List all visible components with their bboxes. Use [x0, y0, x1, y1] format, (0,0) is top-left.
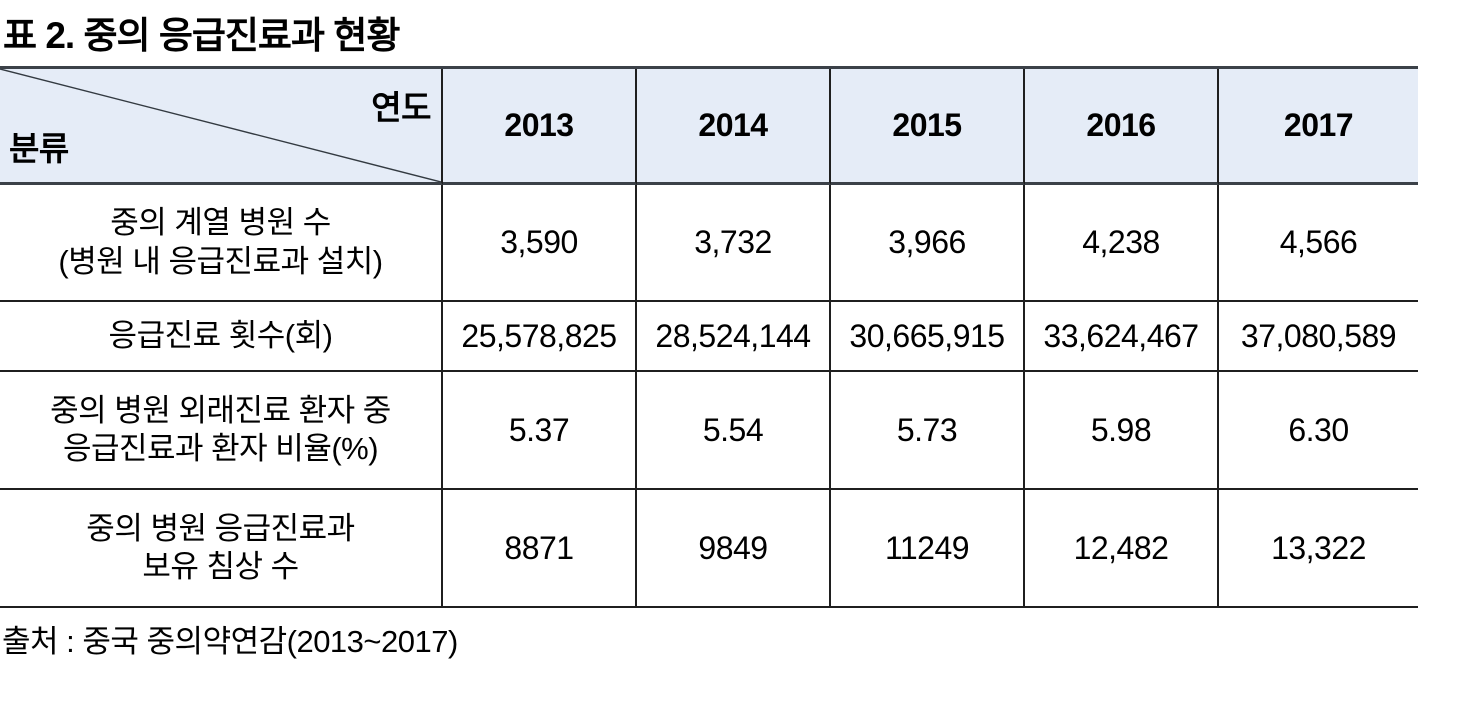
- row-label-line: 응급진료과 환자 비율(%): [62, 431, 379, 466]
- value-cell: 3,732: [637, 185, 831, 302]
- row-label-line: 중의 계열 병원 수: [110, 205, 331, 241]
- value-cell: 33,624,467: [1025, 302, 1219, 372]
- value-cell: 13,322: [1219, 490, 1418, 608]
- row-label-line: 보유 침상 수: [142, 549, 299, 584]
- year-header: 2017: [1219, 69, 1418, 185]
- source-note: 출처 : 중국 중의약연감(2013~2017): [2, 624, 458, 659]
- year-header: 2016: [1025, 69, 1219, 185]
- year-header: 2015: [831, 69, 1025, 185]
- value-cell: 3,966: [831, 185, 1025, 302]
- emergency-care-table: 연도 분류 2013 2014 2015 2016 2017 중의 계열 병원 …: [0, 66, 1418, 608]
- diagonal-divider: [0, 69, 441, 182]
- row-label: 중의 병원 응급진료과 보유 침상 수: [0, 490, 443, 608]
- value-cell: 5.37: [443, 372, 637, 490]
- value-cell: 8871: [443, 490, 637, 608]
- value-cell: 3,590: [443, 185, 637, 302]
- value-cell: 9849: [637, 490, 831, 608]
- corner-label-category: 분류: [9, 130, 69, 167]
- page-title: 표 2. 중의 응급진료과 현황: [3, 15, 400, 56]
- row-label-line: 중의 병원 응급진료과: [86, 510, 355, 546]
- row-label-line: (병원 내 응급진료과 설치): [58, 243, 383, 279]
- row-label-line: 중의 병원 외래진료 환자 중: [50, 392, 391, 428]
- value-cell: 5.54: [637, 372, 831, 490]
- value-cell: 5.73: [831, 372, 1025, 490]
- value-cell: 4,238: [1025, 185, 1219, 302]
- row-label: 중의 병원 외래진료 환자 중 응급진료과 환자 비율(%): [0, 372, 443, 490]
- corner-cell: 연도 분류: [0, 69, 443, 185]
- value-cell: 37,080,589: [1219, 302, 1418, 372]
- value-cell: 28,524,144: [637, 302, 831, 372]
- value-cell: 6.30: [1219, 372, 1418, 490]
- year-header: 2014: [637, 69, 831, 185]
- value-cell: 25,578,825: [443, 302, 637, 372]
- corner-label-year: 연도: [371, 89, 431, 126]
- value-cell: 12,482: [1025, 490, 1219, 608]
- row-label: 중의 계열 병원 수 (병원 내 응급진료과 설치): [0, 185, 443, 302]
- year-header: 2013: [443, 69, 637, 185]
- value-cell: 4,566: [1219, 185, 1418, 302]
- value-cell: 5.98: [1025, 372, 1219, 490]
- value-cell: 30,665,915: [831, 302, 1025, 372]
- row-label: 응급진료 횟수(회): [0, 302, 443, 372]
- row-label-line: 응급진료 횟수(회): [108, 317, 333, 353]
- value-cell: 11249: [831, 490, 1025, 608]
